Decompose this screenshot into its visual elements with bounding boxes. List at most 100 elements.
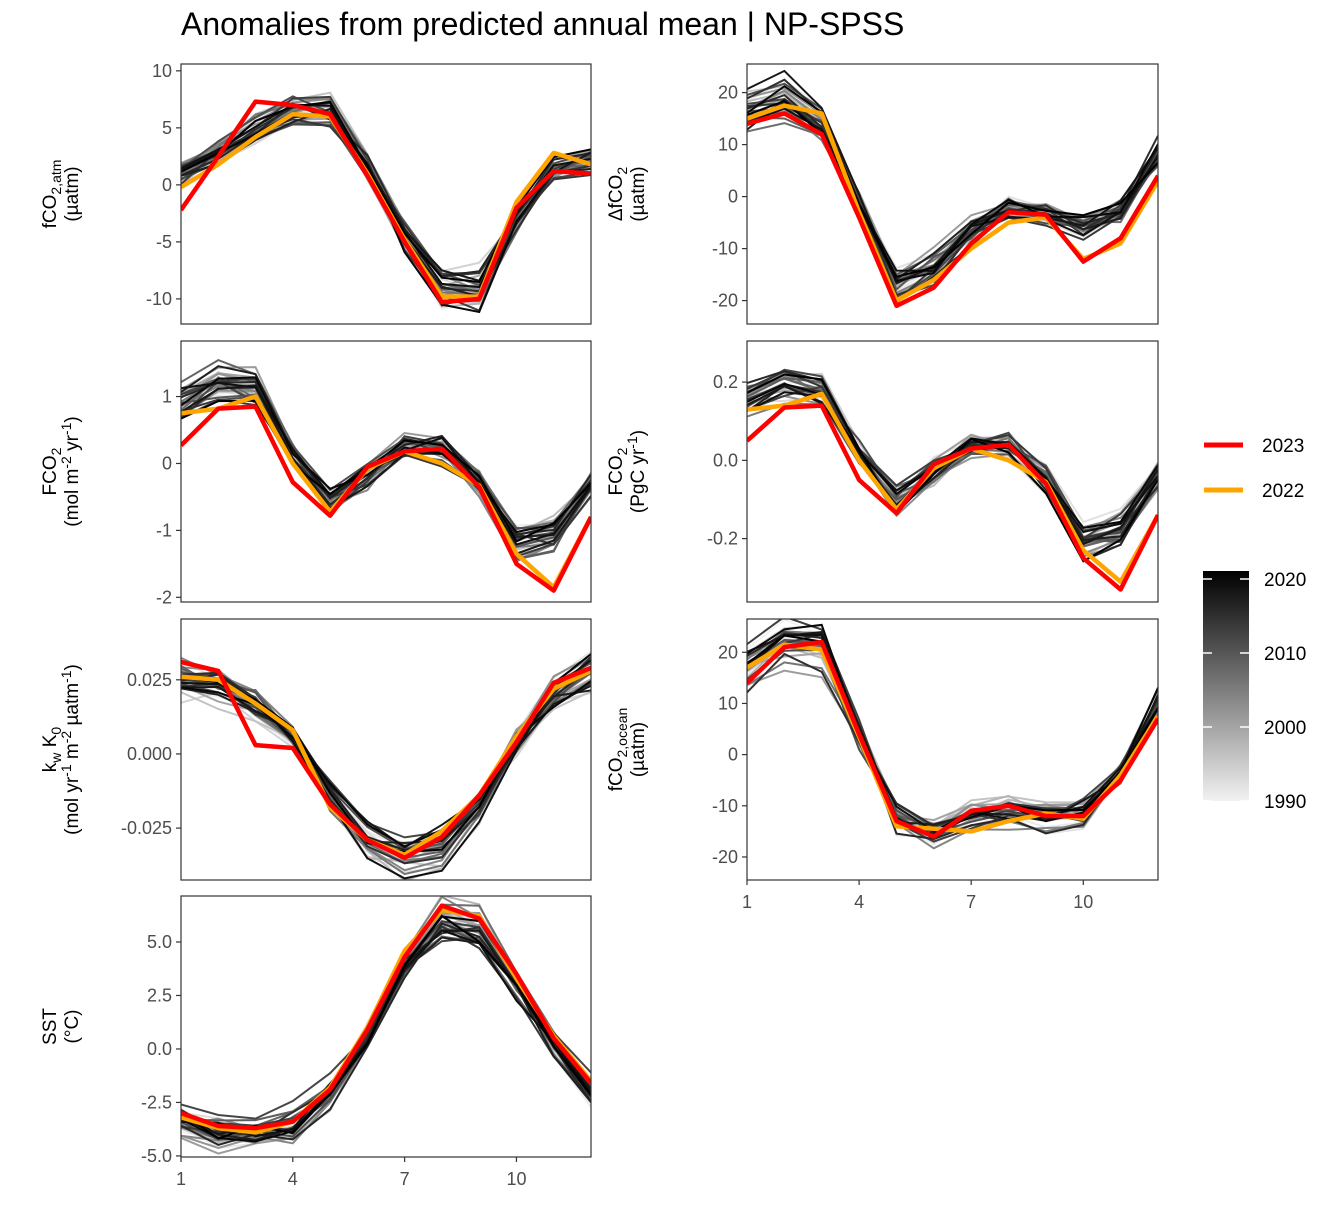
- year-trace-2006: [181, 921, 591, 1139]
- svg-text:ΔfCO2​: ΔfCO2​: [606, 167, 630, 221]
- y-axis-label: FCO2​(mol m-2​ yr-1​): [40, 416, 83, 526]
- y-tick-label: 0.000: [127, 744, 172, 764]
- year-trace-2021: [181, 914, 591, 1140]
- year-trace-2014: [181, 398, 591, 546]
- year-trace-2018: [747, 69, 1158, 285]
- svg-text:(µatm): (µatm): [62, 166, 83, 221]
- y-tick-label: -1: [156, 520, 172, 540]
- y-tick-label: 10: [718, 135, 738, 155]
- year-trace-2010: [181, 914, 591, 1142]
- year-trace-2004: [181, 896, 591, 1145]
- year-trace-1992: [181, 907, 591, 1143]
- svg-text:kw​ K0​: kw​ K0​: [40, 727, 64, 773]
- panel-frame: [180, 63, 592, 325]
- year-trace-2009: [181, 928, 591, 1122]
- panel-1: -10 -5 0 5 10 fCO2,atm​(µatm): [40, 61, 592, 325]
- panel-3: -2 -1 0 1 FCO2​(mol m-2​ yr-1​): [40, 340, 592, 607]
- panel-4: -0.2 0.0 0.2 FCO2​(PgC yr-1​): [606, 340, 1159, 603]
- y-tick-label: 0.025: [127, 670, 172, 690]
- year-trace-1999: [181, 906, 591, 1134]
- plot-area: [747, 619, 1158, 850]
- series-2022-line: [747, 103, 1158, 303]
- svg-text:(°C): (°C): [62, 1010, 83, 1044]
- year-trace-2015: [181, 926, 591, 1137]
- svg-text:(µatm): (µatm): [628, 166, 649, 221]
- year-trace-2020: [747, 84, 1158, 283]
- series-2022-line: [181, 394, 591, 590]
- y-tick-label: 0.0: [147, 1039, 172, 1059]
- y-tick-label: -2.5: [141, 1092, 172, 1112]
- plot-area: [181, 358, 591, 593]
- panel-frame: [746, 340, 1159, 603]
- series-2023-line: [181, 659, 591, 861]
- y-axis-label: fCO2,atm​(µatm): [40, 160, 83, 229]
- plot-area: [747, 368, 1158, 592]
- year-trace-1995: [181, 909, 591, 1138]
- colorbar-label-2020: 2020: [1264, 570, 1306, 591]
- y-tick-label: -10: [712, 796, 738, 816]
- y-tick-label: -5.0: [141, 1146, 172, 1166]
- legend-label-2022: 2022: [1262, 481, 1304, 502]
- series-2023-line: [747, 403, 1158, 592]
- y-axis-label: ΔfCO2​(µatm): [606, 166, 649, 221]
- year-trace-2016: [181, 922, 591, 1146]
- series-2022-line: [181, 907, 591, 1135]
- y-axis-label: SST (°C): [40, 1008, 83, 1045]
- x-tick-label: 10: [1073, 892, 1093, 912]
- svg-text:fCO2,atm​: fCO2,atm​: [40, 160, 64, 229]
- legend-label-2023: 2023: [1262, 436, 1304, 457]
- svg-text:FCO2​: FCO2​: [40, 447, 64, 495]
- x-tick-label: 1: [742, 892, 752, 912]
- colorbar-label-1990: 1990: [1264, 792, 1306, 813]
- y-tick-label: -2: [156, 587, 172, 607]
- year-trace-1993: [181, 924, 591, 1133]
- y-tick-label: 0: [728, 745, 738, 765]
- year-trace-2021: [181, 653, 591, 854]
- year-trace-2014: [181, 925, 591, 1134]
- colorbar-label-2010: 2010: [1264, 644, 1306, 665]
- panel-frame: [180, 895, 592, 1158]
- y-tick-label: -0.2: [707, 529, 738, 549]
- series-2023-line: [747, 639, 1158, 839]
- y-tick-label: 0: [162, 175, 172, 195]
- x-tick-label: 1: [176, 1169, 186, 1189]
- y-tick-label: -0.025: [121, 818, 172, 838]
- panel-frame: [746, 63, 1159, 325]
- y-axis-label: kw​ K0​(mol yr-1​ m-2​ µatm-1​): [40, 664, 83, 835]
- panel-frame: [180, 618, 592, 881]
- year-trace-2008: [181, 935, 591, 1130]
- year-trace-2013: [181, 920, 591, 1127]
- y-tick-label: -20: [712, 291, 738, 311]
- panel-6: -20 -10 0 10 20 1 4 7 10 fCO2,ocean​(µatm): [606, 618, 1159, 912]
- y-tick-label: -20: [712, 847, 738, 867]
- panel-2: -20 -10 0 10 20 ΔfCO2​(µatm): [606, 63, 1159, 325]
- panel-5: -0.025 0.000 0.025 kw​ K0​(mol yr-1​ m-2​ µ…: [40, 618, 592, 881]
- x-tick-label: 7: [966, 892, 976, 912]
- y-tick-label: 1: [162, 387, 172, 407]
- y-tick-label: 5.0: [147, 932, 172, 952]
- year-trace-1994: [181, 916, 591, 1145]
- svg-text:SST: SST: [40, 1008, 61, 1045]
- year-trace-2014: [747, 102, 1158, 303]
- series-2023-line: [747, 111, 1158, 309]
- y-tick-label: 5: [162, 118, 172, 138]
- colorbar-label-2000: 2000: [1264, 718, 1306, 739]
- year-trace-2003: [181, 936, 591, 1130]
- svg-text:FCO2​: FCO2​: [606, 447, 630, 495]
- y-tick-label: 0.2: [713, 372, 738, 392]
- y-tick-label: 20: [718, 642, 738, 662]
- panel-frame: [746, 618, 1159, 881]
- x-tick-label: 7: [400, 1169, 410, 1189]
- plot-area: [181, 651, 591, 880]
- colorbar: [1203, 571, 1249, 801]
- year-trace-1997: [181, 911, 591, 1143]
- year-trace-2005: [181, 921, 591, 1140]
- year-trace-1996: [181, 919, 591, 1144]
- y-tick-label: -5: [156, 232, 172, 252]
- y-tick-label: 10: [718, 693, 738, 713]
- plot-area: [181, 896, 591, 1155]
- y-tick-label: 20: [718, 83, 738, 103]
- year-trace-2020: [181, 915, 591, 1143]
- year-trace-1993: [747, 396, 1158, 546]
